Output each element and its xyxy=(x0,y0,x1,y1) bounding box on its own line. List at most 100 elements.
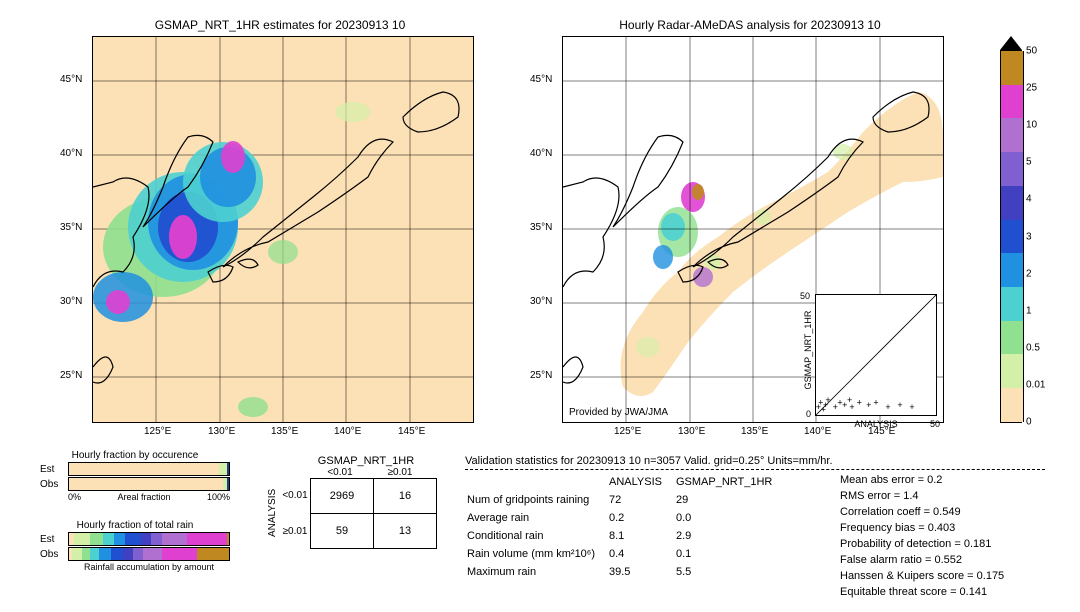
svg-text:+: + xyxy=(825,395,830,405)
totalrain-sub: Rainfall accumulation by amount xyxy=(68,562,230,572)
colorbar-tick: 0 xyxy=(1026,417,1032,428)
scatter-ytick-0: 0 xyxy=(806,409,811,419)
validation-cell: Average rain xyxy=(467,510,607,526)
stat-line: Hanssen & Kuipers score = 0.175 xyxy=(840,568,1004,584)
scatter-svg: ++++++++++++++++ xyxy=(816,295,936,415)
cont-cell-00: 2969 xyxy=(311,479,374,514)
right-y-tick: 35°N xyxy=(530,222,552,233)
bar-row-label: Obs xyxy=(40,479,68,490)
left-x-tick: 125°E xyxy=(144,426,171,437)
left-y-tick: 40°N xyxy=(60,148,82,159)
bar-row-label: Est xyxy=(40,534,68,545)
left-map-title: GSMAP_NRT_1HR estimates for 20230913 10 xyxy=(90,18,470,32)
colorbar-tick: 0.5 xyxy=(1026,342,1040,353)
svg-text:+: + xyxy=(885,402,890,412)
colorbar-tick: 25 xyxy=(1026,83,1037,94)
provider-label: Provided by JWA/JMA xyxy=(569,407,668,418)
svg-text:+: + xyxy=(857,397,862,407)
validation-cell: 8.1 xyxy=(609,528,674,544)
validation-header: Validation statistics for 20230913 10 n=… xyxy=(465,455,1045,467)
stat-line: Correlation coeff = 0.549 xyxy=(840,504,1004,520)
cont-cell-01: 16 xyxy=(374,479,437,514)
colorbar-tick: 10 xyxy=(1026,120,1037,131)
colorbar-tick: 1 xyxy=(1026,305,1032,316)
bar-track xyxy=(68,477,230,491)
right-y-tick: 45°N xyxy=(530,74,552,85)
stat-line: Mean abs error = 0.2 xyxy=(840,472,1004,488)
colorbar-tick: 3 xyxy=(1026,231,1032,242)
right-x-tick: 145°E xyxy=(868,426,895,437)
validation-cell: Num of gridpoints raining xyxy=(467,492,607,508)
validation-cell: 72 xyxy=(609,492,674,508)
right-x-tick: 130°E xyxy=(678,426,705,437)
cont-row-0: <0.01 xyxy=(280,490,310,501)
totalrain-title: Hourly fraction of total rain xyxy=(40,520,230,531)
left-map-svg xyxy=(93,37,473,422)
totalrain-chart: Hourly fraction of total rain Est Obs Rai… xyxy=(40,520,230,572)
left-map-panel xyxy=(92,36,474,423)
validation-cell: 0.1 xyxy=(676,546,784,562)
left-x-tick: 140°E xyxy=(334,426,361,437)
val-col-0 xyxy=(467,474,607,490)
cont-col-1: ≥0.01 xyxy=(370,467,430,478)
left-y-tick: 30°N xyxy=(60,296,82,307)
cont-cell-10: 59 xyxy=(311,514,374,549)
bar-row-label: Obs xyxy=(40,549,68,560)
contingency-table: GSMAP_NRT_1HR ANALYSIS <0.01 ≥0.01 <0.01… xyxy=(265,455,437,549)
bar-track xyxy=(68,532,230,546)
scatter-xtick-max: 50 xyxy=(930,419,940,429)
occ-xlabel: Areal fraction xyxy=(117,492,170,502)
validation-cell: Rain volume (mm km²10⁶) xyxy=(467,546,607,562)
left-y-tick: 35°N xyxy=(60,222,82,233)
occ-xlim-1: 100% xyxy=(207,492,230,502)
right-y-tick: 40°N xyxy=(530,148,552,159)
right-y-tick: 25°N xyxy=(530,370,552,381)
bar-track xyxy=(68,462,230,476)
svg-text:+: + xyxy=(847,395,852,405)
colorbar-tick: 2 xyxy=(1026,268,1032,279)
figure-root: GSMAP_NRT_1HR estimates for 20230913 10 xyxy=(10,10,1070,602)
left-x-tick: 135°E xyxy=(271,426,298,437)
stats-right: Mean abs error = 0.2RMS error = 1.4Corre… xyxy=(840,472,1004,600)
stat-line: False alarm ratio = 0.552 xyxy=(840,552,1004,568)
colorbar-tick: 0.01 xyxy=(1026,379,1045,390)
right-x-tick: 140°E xyxy=(804,426,831,437)
cont-row-1: ≥0.01 xyxy=(280,526,310,537)
colorbar-tick: 5 xyxy=(1026,157,1032,168)
scatter-inset: ++++++++++++++++ GSMAP_NRT_1HR ANALYSIS … xyxy=(815,294,937,416)
svg-text:+: + xyxy=(873,397,878,407)
left-y-tick: 25°N xyxy=(60,370,82,381)
stat-line: Equitable threat score = 0.141 xyxy=(840,584,1004,600)
contingency-col-header: GSMAP_NRT_1HR xyxy=(295,455,437,467)
validation-cell: 0.2 xyxy=(609,510,674,526)
stat-line: Frequency bias = 0.403 xyxy=(840,520,1004,536)
occurrence-chart: Hourly fraction by occurence Est Obs 0% A… xyxy=(40,450,230,502)
contingency-row-header: ANALYSIS xyxy=(265,477,280,549)
svg-text:+: + xyxy=(897,400,902,410)
validation-cell: 0.0 xyxy=(676,510,784,526)
occ-xlim-0: 0% xyxy=(68,492,81,502)
cont-cell-11: 13 xyxy=(374,514,437,549)
svg-text:+: + xyxy=(909,402,914,412)
validation-cell: 39.5 xyxy=(609,564,674,580)
cont-col-0: <0.01 xyxy=(310,467,370,478)
colorbar: 00.010.512345102550 xyxy=(1000,36,1022,421)
val-col-1: ANALYSIS xyxy=(609,474,674,490)
validation-cell: Maximum rain xyxy=(467,564,607,580)
bar-track xyxy=(68,547,230,561)
right-y-tick: 30°N xyxy=(530,296,552,307)
bar-row-label: Est xyxy=(40,464,68,475)
stat-line: RMS error = 1.4 xyxy=(840,488,1004,504)
validation-cell: 29 xyxy=(676,492,784,508)
occurrence-title: Hourly fraction by occurence xyxy=(40,450,230,461)
scatter-ytick-max: 50 xyxy=(800,291,810,301)
left-y-tick: 45°N xyxy=(60,74,82,85)
scatter-ylabel: GSMAP_NRT_1HR xyxy=(803,300,813,400)
left-x-tick: 130°E xyxy=(208,426,235,437)
svg-text:+: + xyxy=(866,400,871,410)
colorbar-tick: 50 xyxy=(1026,46,1037,57)
val-col-2: GSMAP_NRT_1HR xyxy=(676,474,784,490)
right-x-tick: 135°E xyxy=(741,426,768,437)
validation-cell: Conditional rain xyxy=(467,528,607,544)
colorbar-tick: 4 xyxy=(1026,194,1032,205)
